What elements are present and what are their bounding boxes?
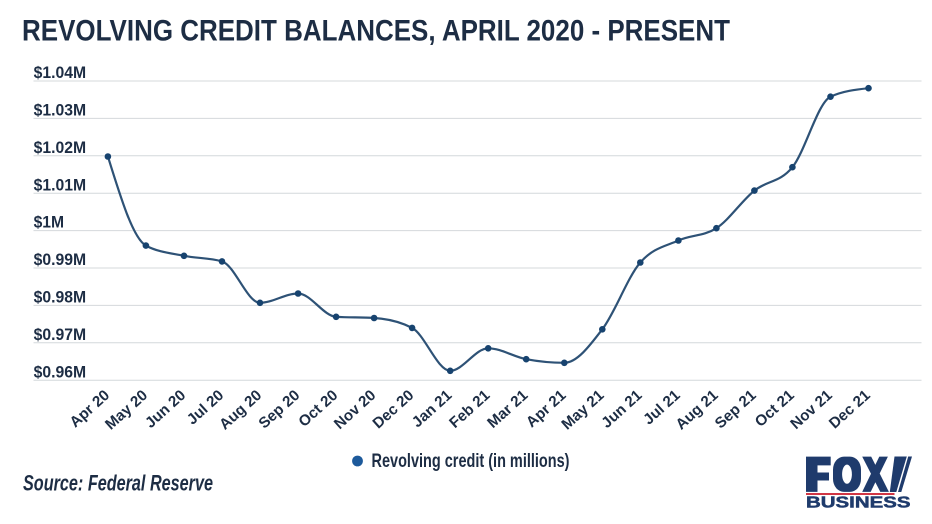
svg-text:BUSINESS: BUSINESS bbox=[806, 494, 911, 511]
svg-text:$0.99M: $0.99M bbox=[34, 250, 87, 269]
svg-text:$0.97M: $0.97M bbox=[34, 325, 87, 344]
svg-text:$1.01M: $1.01M bbox=[34, 175, 87, 194]
svg-text:$1.02M: $1.02M bbox=[34, 138, 87, 157]
svg-text:REVOLVING CREDIT BALANCES, APR: REVOLVING CREDIT BALANCES, APRIL 2020 - … bbox=[22, 14, 730, 47]
svg-text:$1.04M: $1.04M bbox=[34, 63, 87, 82]
svg-text:$0.96M: $0.96M bbox=[34, 362, 87, 381]
svg-text:$0.98M: $0.98M bbox=[34, 288, 87, 307]
svg-text:$1M: $1M bbox=[34, 213, 65, 232]
svg-text:Source: Federal Reserve: Source: Federal Reserve bbox=[23, 471, 213, 496]
svg-text:$1.03M: $1.03M bbox=[34, 101, 87, 120]
svg-text:Revolving credit (in millions): Revolving credit (in millions) bbox=[372, 450, 570, 472]
